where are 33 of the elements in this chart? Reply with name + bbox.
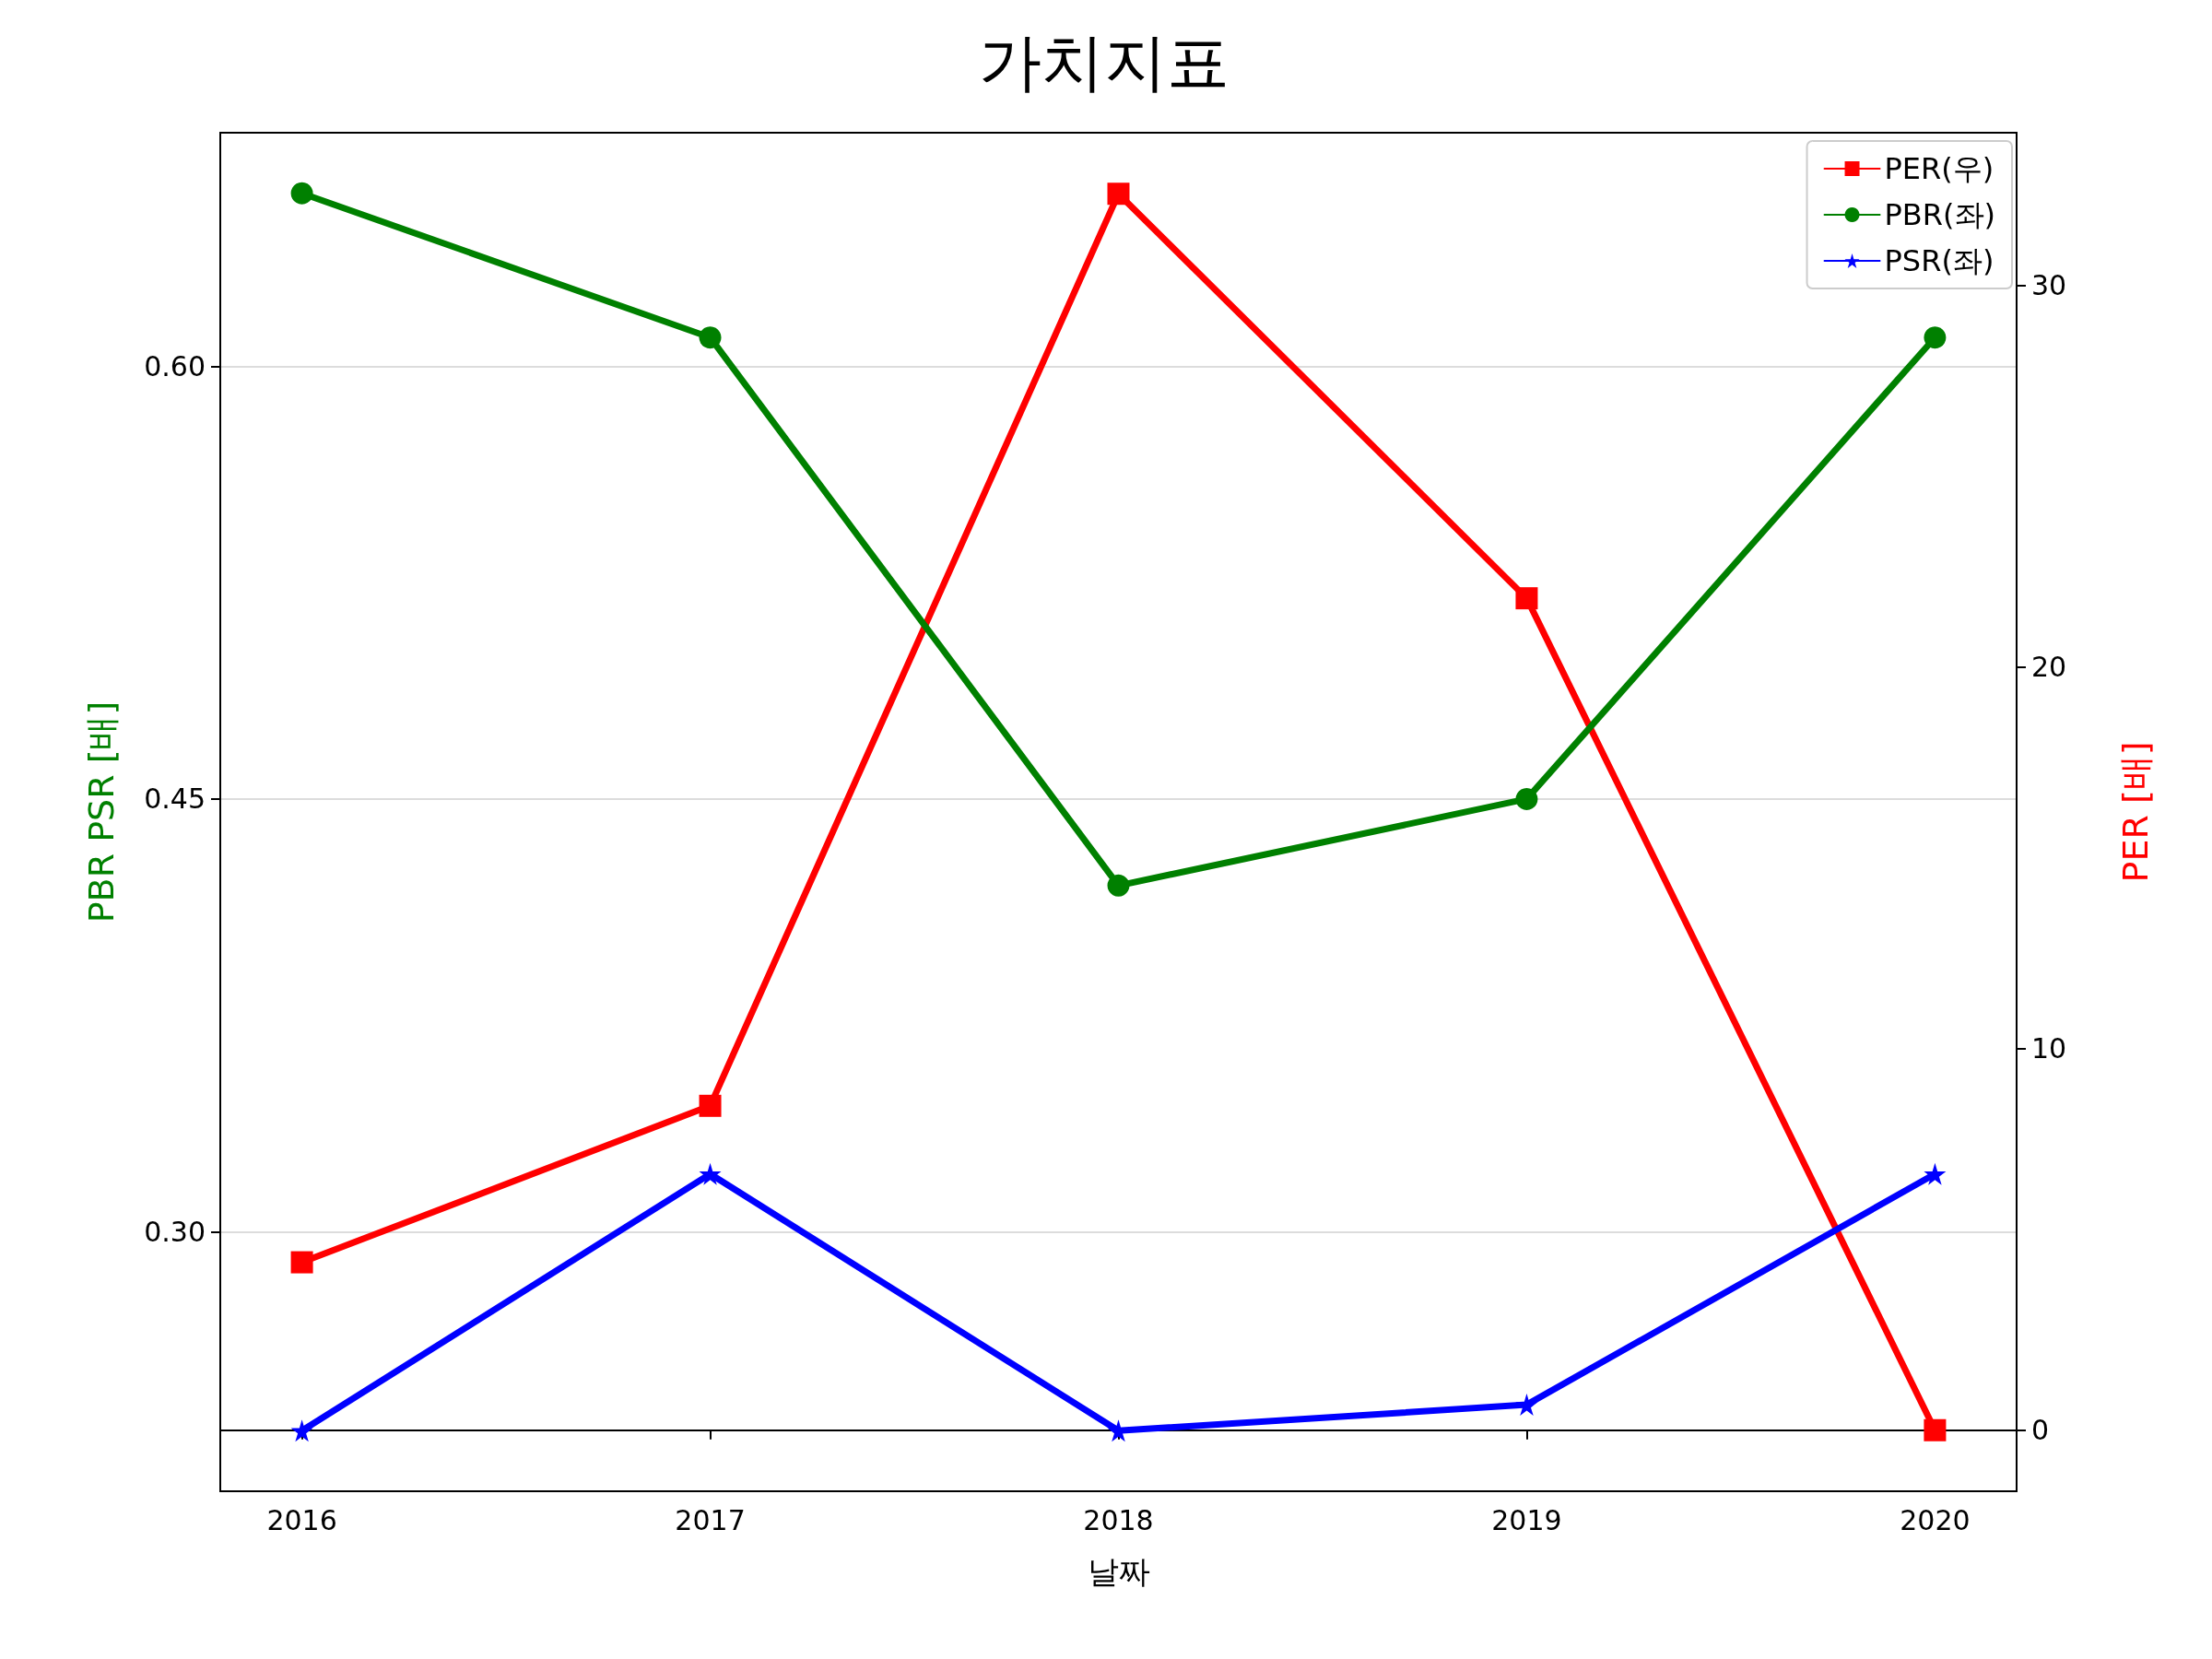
point — [290, 182, 313, 205]
point — [1515, 1394, 1538, 1417]
x-tick-label: 2017 — [675, 1503, 746, 1536]
point — [1515, 787, 1538, 810]
point — [1924, 1162, 1947, 1185]
y-tick-label: 0.60 — [144, 349, 206, 382]
point — [1924, 1418, 1947, 1441]
legend-label: PSR(좌) — [1884, 243, 1994, 278]
legend-label: PER(우) — [1884, 151, 1994, 186]
point — [699, 326, 722, 349]
x-axis-title: 날짜 — [1087, 1553, 1150, 1590]
point — [1924, 326, 1947, 349]
x-tick-label: 2018 — [1083, 1503, 1154, 1536]
x-tick-label: 2019 — [1491, 1503, 1562, 1536]
point — [699, 1162, 722, 1185]
y-axis-title: PBR PSR [배] — [81, 700, 122, 924]
y2-axis-title: PER [배] — [2115, 741, 2156, 883]
y2-tick-label: 20 — [2031, 651, 2067, 684]
point — [290, 1251, 313, 1274]
point — [1107, 874, 1130, 897]
y2-tick-label: 10 — [2031, 1032, 2067, 1065]
y2-tick-label: 0 — [2031, 1414, 2050, 1447]
x-tick-label: 2020 — [1900, 1503, 1971, 1536]
y-tick-label: 0.45 — [144, 782, 206, 816]
x-tick-label: 2016 — [266, 1503, 337, 1536]
point — [699, 1094, 722, 1117]
chart-title: 가치지표 — [979, 25, 1230, 99]
legend-label: PBR(좌) — [1884, 197, 1995, 232]
point — [290, 1419, 313, 1442]
point — [1107, 182, 1130, 206]
y2-tick-label: 30 — [2031, 269, 2067, 302]
point — [1515, 587, 1538, 610]
y-tick-label: 0.30 — [144, 1215, 206, 1248]
